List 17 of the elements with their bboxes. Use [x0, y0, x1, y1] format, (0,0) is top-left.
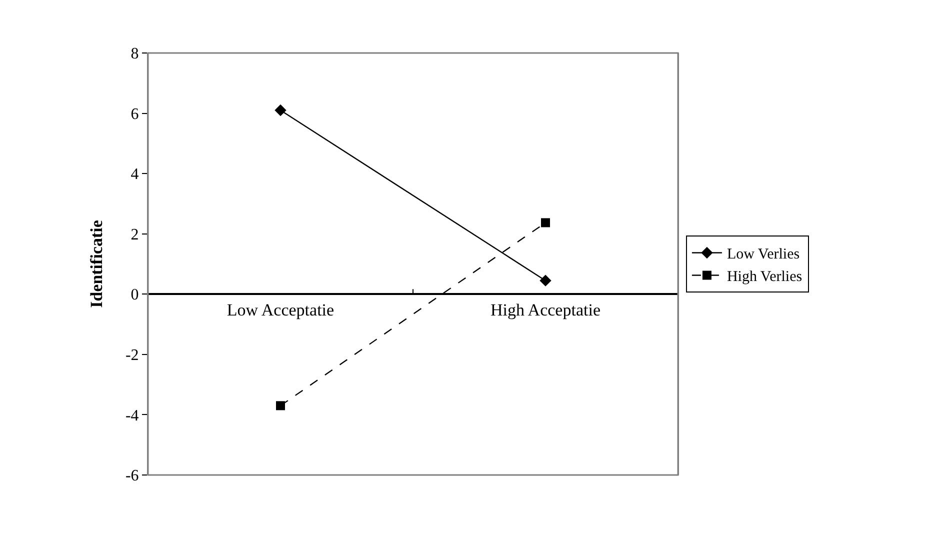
point	[540, 274, 552, 286]
point	[541, 218, 550, 228]
y-tick-label: 4	[130, 166, 139, 184]
y-tick-label: -4	[125, 407, 139, 424]
y-tick-label: 2	[130, 226, 139, 244]
y-tick-label: 0	[130, 286, 139, 304]
x-tick-label: High Acceptatie	[490, 300, 600, 320]
legend-label: Low Verlies	[726, 246, 800, 263]
y-tick-label: 6	[130, 106, 139, 123]
y-axis-title: Identificatie	[87, 220, 106, 308]
point	[274, 104, 286, 116]
x-tick-label: Low Acceptatie	[226, 300, 334, 320]
legend-label: High Verlies	[726, 269, 802, 286]
y-tick-label: 8	[130, 46, 139, 63]
point	[276, 401, 285, 410]
y-tick-label: -6	[125, 468, 139, 485]
y-tick-label: -2	[125, 347, 139, 364]
